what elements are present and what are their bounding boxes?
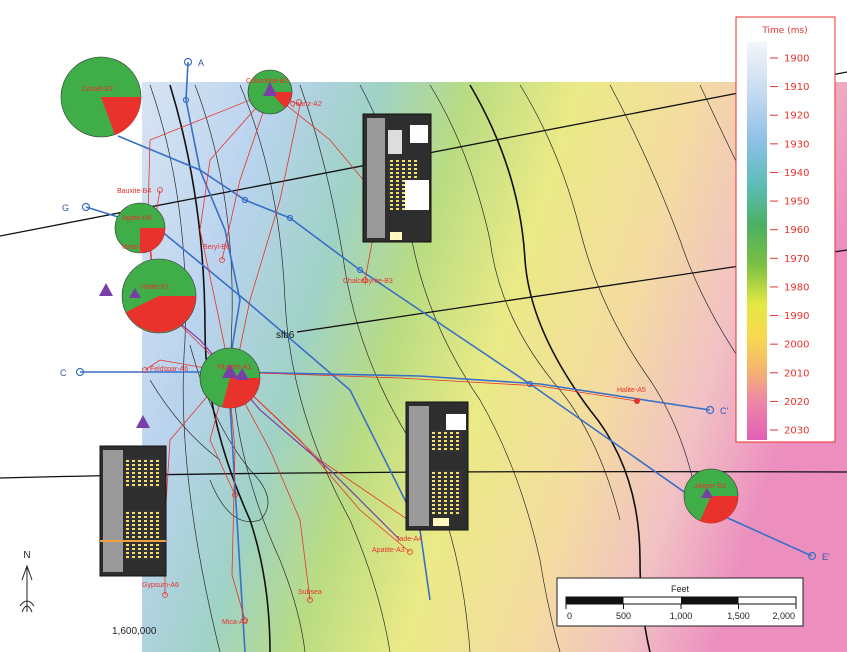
well-label-mineral-b5[interactable]: Mineral-B5 [122, 244, 156, 251]
legend-tick-label: 1910 [784, 82, 809, 93]
well-label-columbite-b1[interactable]: Columbite-B1 [246, 78, 289, 85]
well-label-gypsum-a6[interactable]: Gypsum-A6 [142, 582, 179, 589]
well-log-panel[interactable] [362, 113, 432, 243]
marker-triangle [99, 283, 113, 296]
pie-fluorite-a1[interactable] [199, 347, 261, 409]
legend-title: Time (ms) [761, 26, 807, 36]
pie-columbite-b1[interactable] [247, 69, 293, 115]
well-head-halite-a5[interactable] [634, 398, 640, 404]
legend-tick-label: 2030 [784, 426, 809, 437]
section-label-c-prime: C' [720, 406, 728, 416]
north-arrow: N [19, 550, 35, 613]
scale-bar-title: Feet [671, 584, 690, 594]
well-label-chalcopyrite-b3[interactable]: Chalcopyrite-B3 [343, 278, 393, 285]
coordinate-label: 1,600,000 [112, 626, 157, 637]
scale-tick-label: 0 [567, 611, 572, 621]
time-legend: Time (ms) 1900 1910 1920 1930 1940 1950 1960 19… [735, 16, 836, 443]
scale-tick-label: 500 [616, 611, 631, 621]
section-label-c: C [60, 368, 67, 378]
well-label-jasper-d1[interactable]: Jasper-D1 [694, 483, 726, 490]
section-label-e-prime: E' [822, 552, 830, 562]
scale-tick-label: 2,000 [772, 611, 795, 621]
well-label-beryl-b6[interactable]: Beryl-B6 [203, 244, 230, 251]
pie-jasper-d1[interactable] [683, 468, 739, 524]
legend-tick-label: 1990 [784, 311, 809, 322]
scale-bar: Feet 0 500 1,000 1,500 2,000 [556, 577, 804, 627]
marker-triangle [136, 415, 150, 428]
legend-tick-label: 1960 [784, 225, 809, 236]
well-label-mica-a3[interactable]: Mica-A3 [222, 619, 248, 626]
pie-agate-h6[interactable] [114, 202, 166, 254]
well-label-cobalt-b2[interactable]: Cobalt-B2 [82, 86, 113, 93]
legend-tick-label: 1970 [784, 254, 809, 265]
well-label-bauxite-b4[interactable]: Bauxite-B4 [117, 188, 151, 195]
legend-tick-label: 1900 [784, 54, 809, 65]
section-label-a: A [198, 58, 204, 68]
well-label-subsea[interactable]: Subsea [298, 589, 322, 596]
legend-tick-label: 2010 [784, 368, 809, 379]
legend-tick-label: 1940 [784, 168, 809, 179]
well-label-halite-a5[interactable]: Halite-A5 [617, 387, 646, 394]
legend-tick-label: 2000 [784, 340, 809, 351]
cross-section-endpoints [75, 57, 817, 561]
well-label-feldspar-a6[interactable]: Feldspar-A6 [150, 366, 188, 373]
well-label-quartz-a2[interactable]: Quartz-A2 [290, 101, 322, 108]
horizon-label: slb6 [276, 330, 295, 341]
well-log-panel[interactable] [405, 401, 469, 531]
scale-tick-label: 1,000 [670, 611, 693, 621]
legend-tick-label: 1950 [784, 197, 809, 208]
well-label-jade-a4[interactable]: Jade-A4 [396, 536, 422, 543]
legend-tick-label: 1920 [784, 111, 809, 122]
legend-tick-label: 1980 [784, 282, 809, 293]
well-label-agate-h6[interactable]: Agate-H6 [122, 215, 152, 222]
well-log-panel[interactable] [99, 445, 167, 577]
legend-tick-label: 1930 [784, 139, 809, 150]
pie-halite-f1[interactable] [121, 258, 197, 334]
legend-tick-label: 2020 [784, 397, 809, 408]
section-label-g: G [62, 203, 69, 213]
well-label-apatite-a3[interactable]: Apatite-A3 [372, 547, 405, 554]
pie-cobalt-b2[interactable] [60, 56, 142, 138]
well-label-halite-f1[interactable]: Halite-F1 [141, 284, 170, 291]
scale-tick-label: 1,500 [727, 611, 750, 621]
north-label: N [23, 550, 30, 561]
well-label-fluorite-a1[interactable]: Fluorite-A1 [217, 364, 251, 371]
